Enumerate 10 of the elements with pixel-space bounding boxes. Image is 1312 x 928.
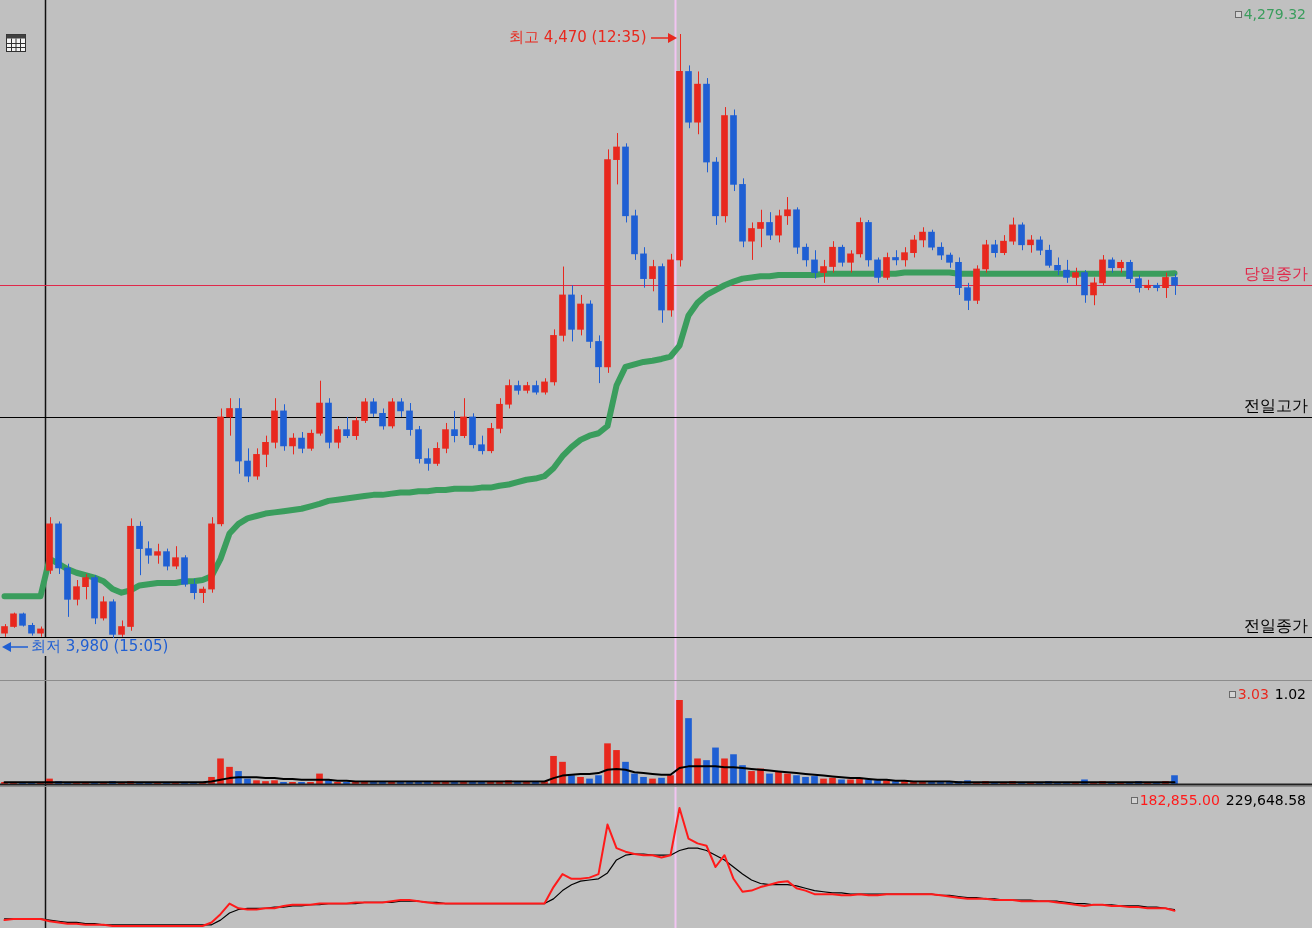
annotation: 최저 3,980 (15:05) — [31, 636, 169, 655]
text: 229,648.58 — [1225, 791, 1307, 808]
ref-line-label: 전일고가 — [1244, 396, 1308, 416]
ref-line-label: 당일종가 — [1244, 264, 1308, 284]
annotation: 최고 4,470 (12:35) — [509, 27, 647, 46]
text: 4,279.32 — [1243, 5, 1306, 22]
text: 1.02 — [1274, 685, 1306, 702]
text: 182,855.00 — [1139, 791, 1220, 808]
text: 3.03 — [1237, 685, 1269, 702]
ref-line-label: 전일종가 — [1244, 615, 1308, 635]
